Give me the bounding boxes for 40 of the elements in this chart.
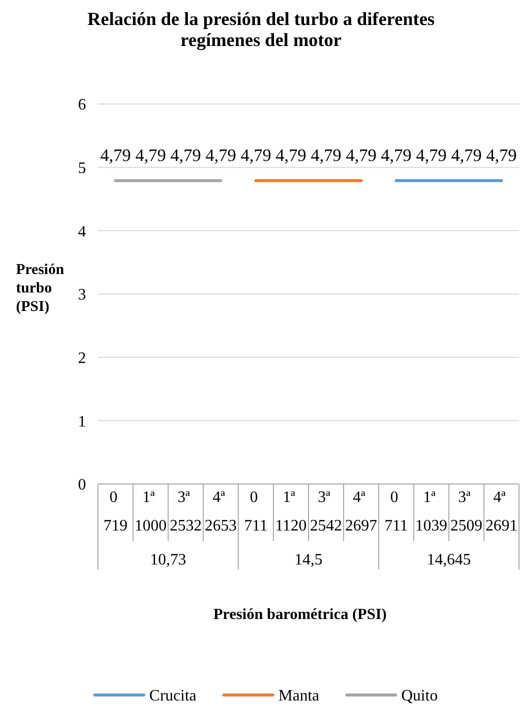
x-tick-label: 4ª 2697 bbox=[345, 489, 378, 534]
legend-label: Crucita bbox=[149, 688, 196, 705]
data-label: 4,79 bbox=[310, 144, 342, 165]
data-label: 4,79 bbox=[451, 144, 482, 165]
legend-label: Manta bbox=[278, 688, 320, 705]
x-tick-label: 0 711 bbox=[244, 489, 268, 534]
x-tick-label: 0 711 bbox=[384, 489, 408, 534]
x-tick-label: 3ª 2542 bbox=[310, 489, 342, 534]
data-label: 4,79 bbox=[240, 144, 272, 165]
y-tick-label: 0 bbox=[78, 476, 86, 494]
x-tick-label: 1ª 1039 bbox=[415, 489, 448, 534]
data-label: 4,79 bbox=[135, 144, 166, 165]
text: 14,645 bbox=[426, 552, 471, 569]
data-label: 4,79 bbox=[380, 144, 412, 165]
data-label: 4,79 bbox=[100, 144, 132, 165]
chart-title: Relación de la presión del turbo a diferentes regímenes del motor bbox=[87, 10, 435, 51]
x-tick-label: 0 719 bbox=[104, 489, 128, 534]
y-tick-label: 6 bbox=[78, 96, 86, 114]
text: 14,5 bbox=[294, 552, 322, 569]
data-label: 4,79 bbox=[276, 144, 307, 165]
y-tick-label: 5 bbox=[78, 160, 86, 177]
y-axis-title: Presión turbo (PSI) bbox=[16, 262, 65, 315]
y-tick-label: 2 bbox=[78, 350, 86, 367]
x-axis-title: Presión barométrica (PSI) bbox=[213, 606, 387, 623]
x-tick-label: 1ª 1000 bbox=[134, 489, 167, 534]
data-label: 4,79 bbox=[170, 144, 202, 165]
x-tick-label: 3ª 2509 bbox=[450, 489, 482, 534]
data-label: 4,79 bbox=[205, 144, 236, 165]
data-label: 4,79 bbox=[346, 144, 377, 165]
data-label: 4,79 bbox=[416, 144, 447, 165]
data-label: 4,79 bbox=[486, 144, 518, 165]
x-tick-label: 1ª 1120 bbox=[275, 489, 307, 534]
x-tick-label: 3ª 2532 bbox=[170, 489, 202, 534]
x-tick-label: 4ª 2691 bbox=[485, 489, 518, 534]
y-tick-label: 3 bbox=[78, 286, 86, 304]
y-tick-label: 4 bbox=[78, 223, 86, 240]
legend-label: Quito bbox=[401, 688, 438, 705]
y-tick-label: 1 bbox=[78, 413, 86, 430]
text: 10,73 bbox=[150, 552, 186, 569]
x-tick-label: 4ª 2653 bbox=[204, 489, 237, 534]
